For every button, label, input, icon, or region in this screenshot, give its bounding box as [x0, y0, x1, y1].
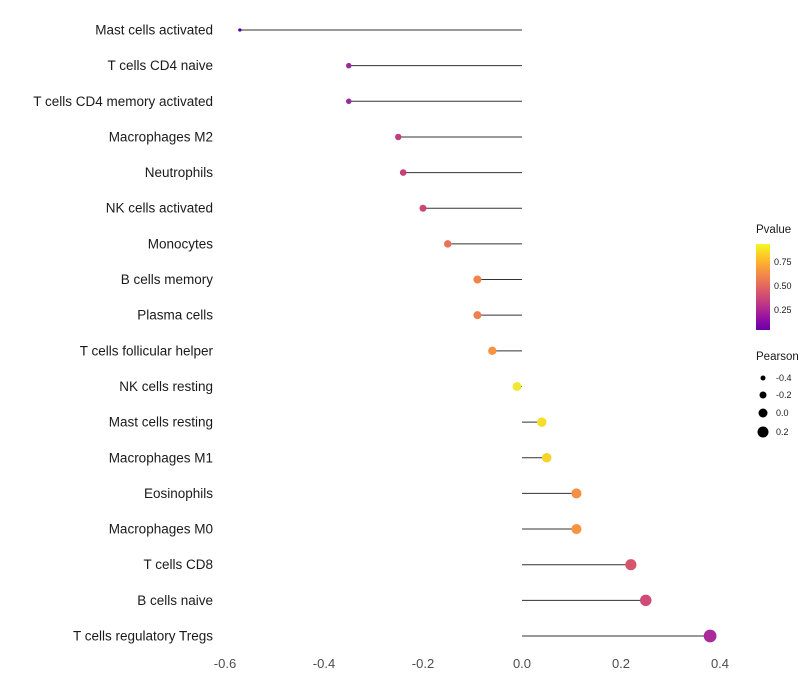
category-label: Macrophages M1 — [109, 450, 213, 465]
lollipop-point — [703, 629, 717, 643]
pvalue-legend-tick-label: 0.50 — [774, 281, 792, 291]
pvalue-legend-tick-label: 0.25 — [774, 305, 792, 315]
category-label: B cells memory — [121, 272, 214, 287]
category-label: Macrophages M2 — [109, 129, 213, 144]
pearson-legend-dot — [760, 375, 766, 381]
pearson-legend-tick-label: 0.0 — [776, 408, 789, 418]
category-label: T cells CD4 memory activated — [33, 94, 213, 109]
lollipop-point — [444, 240, 452, 248]
category-label: T cells follicular helper — [80, 343, 214, 358]
category-label: Mast cells activated — [95, 23, 213, 38]
x-axis-tick-label: -0.2 — [412, 656, 434, 671]
category-label: NK cells resting — [119, 379, 213, 394]
category-label: B cells naive — [137, 593, 213, 608]
pearson-legend-dot — [759, 391, 767, 399]
x-axis-tick-label: 0.2 — [612, 656, 630, 671]
x-axis-tick-label: 0.4 — [711, 656, 729, 671]
category-label: Monocytes — [148, 236, 214, 251]
category-label: NK cells activated — [106, 201, 213, 216]
category-label: T cells CD8 — [143, 557, 213, 572]
category-label: T cells CD4 naive — [107, 58, 213, 73]
lollipop-point — [473, 275, 482, 284]
lollipop-point — [399, 169, 407, 176]
pearson-legend-tick-label: -0.2 — [776, 390, 792, 400]
lollipop-point — [571, 524, 582, 535]
lollipop-point — [537, 417, 547, 427]
lollipop-point — [488, 346, 497, 356]
lollipop-point — [542, 453, 552, 463]
lollipop-point — [346, 62, 352, 69]
lollipop-point — [395, 133, 402, 141]
pearson-legend-tick-label: 0.2 — [776, 427, 789, 437]
lollipop-point — [346, 98, 352, 105]
category-label: Mast cells resting — [109, 415, 213, 430]
category-label: Neutrophils — [145, 165, 214, 180]
pearson-legend-dot — [758, 408, 768, 418]
pearson-legend-dot — [757, 426, 769, 438]
pvalue-colorbar — [756, 244, 770, 330]
lollipop-point — [512, 382, 522, 391]
category-label: Eosinophils — [144, 486, 213, 501]
pvalue-legend-tick-label: 0.75 — [774, 257, 792, 267]
x-axis-tick-label: 0.0 — [513, 656, 531, 671]
lollipop-point — [640, 594, 652, 607]
category-label: Plasma cells — [137, 308, 213, 323]
lollipop-point — [419, 204, 427, 212]
lollipop-point — [625, 559, 637, 571]
x-axis-tick-label: -0.4 — [313, 656, 335, 671]
pearson-legend-title: Pearson — [756, 351, 799, 363]
pvalue-legend-title: Pvalue — [756, 224, 791, 236]
lollipop-point — [571, 488, 582, 499]
pearson-legend-tick-label: -0.4 — [776, 373, 792, 383]
category-label: T cells regulatory Tregs — [73, 629, 213, 644]
category-label: Macrophages M0 — [109, 522, 213, 537]
lollipop-point — [238, 28, 242, 32]
x-axis-tick-label: -0.6 — [214, 656, 236, 671]
lollipop-point — [473, 311, 482, 320]
